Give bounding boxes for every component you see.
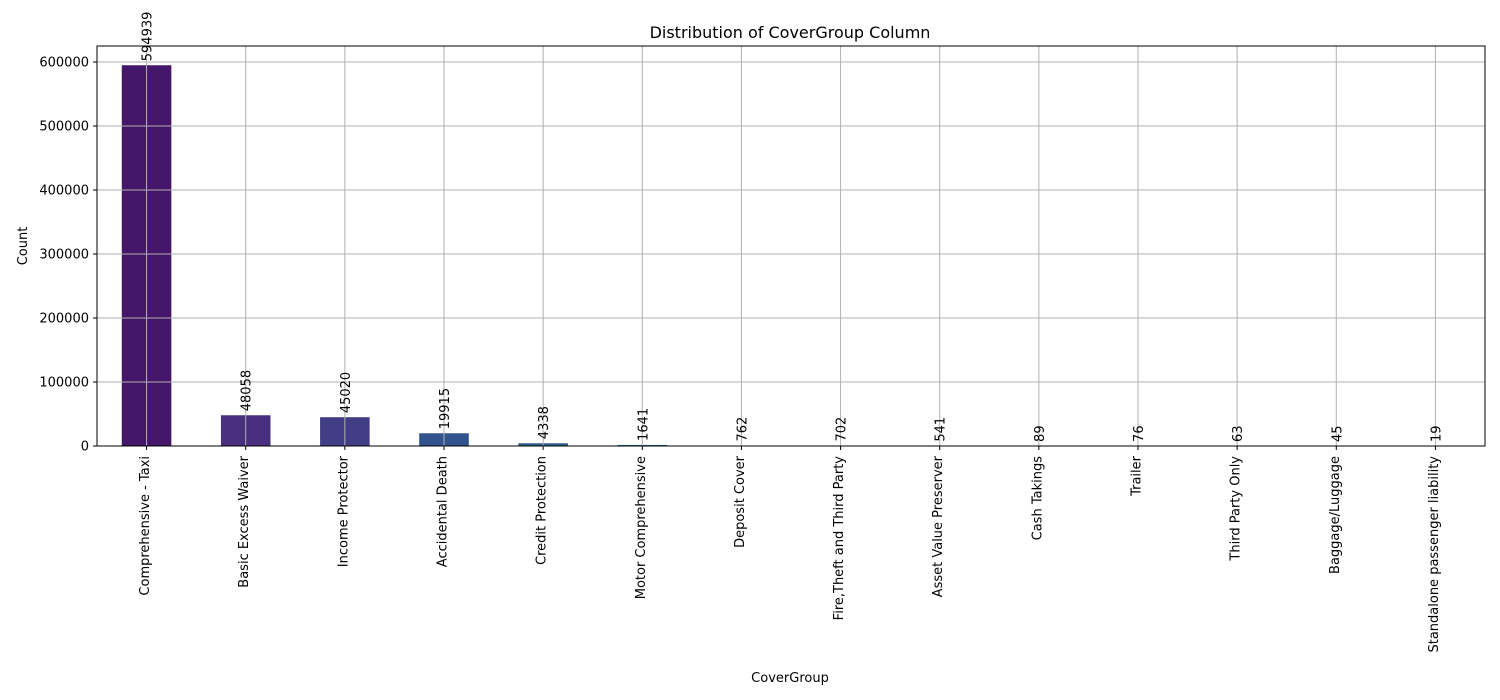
- data-label: 89: [1033, 425, 1048, 442]
- data-label: 702: [835, 417, 850, 442]
- y-tick-label: 600000: [39, 56, 89, 71]
- data-label: 19: [1429, 425, 1444, 442]
- data-label: 762: [735, 417, 750, 442]
- x-axis-title: CoverGroup: [751, 671, 829, 686]
- data-label: 19915: [438, 388, 453, 429]
- x-tick-label: Motor Comprehensive: [634, 456, 649, 599]
- x-tick-label: Deposit Cover: [733, 455, 748, 548]
- x-tick-label: Income Protector: [336, 455, 351, 567]
- x-tick-label: Comprehensive - Taxi: [138, 456, 153, 596]
- data-label: 4338: [537, 406, 552, 439]
- x-tick-label: Basic Excess Waiver: [237, 455, 252, 587]
- data-label: 63: [1231, 425, 1246, 442]
- plot-frame: [96, 45, 1486, 447]
- data-label: 541: [934, 417, 949, 442]
- data-label: 1641: [636, 408, 651, 441]
- plot-area: [97, 46, 1485, 446]
- data-label: 45020: [339, 372, 354, 413]
- x-tick-label: Third Party Only: [1229, 456, 1244, 562]
- data-label: 45: [1330, 425, 1345, 442]
- y-tick-label: 100000: [39, 376, 89, 391]
- x-tick-label: Credit Protection: [535, 456, 550, 565]
- x-tick-label: Cash Takings: [1030, 456, 1045, 541]
- y-tick-label: 0: [81, 440, 89, 455]
- chart-title: Distribution of CoverGroup Column: [650, 23, 931, 42]
- x-tick-label: Trailer: [1130, 455, 1145, 497]
- x-tick-label: Baggage/Luggage: [1328, 456, 1343, 574]
- x-tick-label: Fire,Theft and Third Party: [832, 456, 847, 621]
- y-tick-label: 300000: [39, 248, 89, 263]
- y-tick-label: 200000: [39, 312, 89, 327]
- data-label: 594939: [141, 12, 156, 62]
- y-tick-label: 400000: [39, 184, 89, 199]
- x-tick-label: Standalone passenger liability: [1427, 456, 1442, 653]
- y-tick-label: 500000: [39, 120, 89, 135]
- data-label: 76: [1132, 425, 1147, 442]
- data-label: 48058: [240, 370, 255, 411]
- x-tick-label: Asset Value Preserver: [931, 455, 946, 597]
- y-axis-title: Count: [16, 227, 31, 266]
- x-tick-label: Accidental Death: [436, 456, 451, 567]
